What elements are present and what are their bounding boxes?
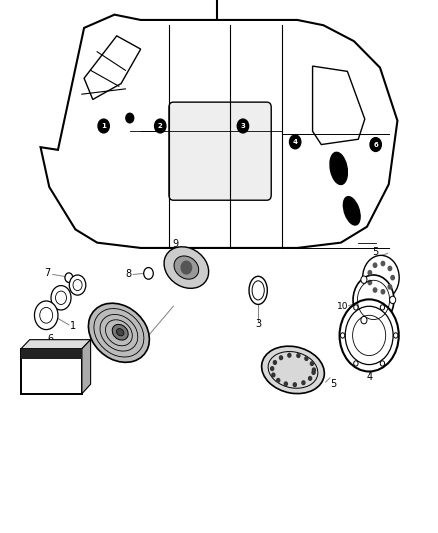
Circle shape	[237, 119, 249, 133]
Circle shape	[309, 376, 311, 380]
Circle shape	[126, 114, 134, 123]
Polygon shape	[82, 340, 91, 394]
Circle shape	[353, 275, 394, 325]
Circle shape	[293, 383, 297, 386]
Ellipse shape	[330, 152, 347, 184]
Circle shape	[181, 261, 191, 274]
Circle shape	[380, 305, 385, 310]
Text: 6: 6	[373, 142, 378, 148]
Circle shape	[368, 280, 371, 285]
Circle shape	[273, 361, 276, 365]
Text: 3: 3	[240, 123, 245, 129]
Text: 10: 10	[337, 302, 348, 311]
Text: 4: 4	[293, 139, 298, 145]
Circle shape	[271, 367, 274, 370]
Circle shape	[272, 373, 275, 377]
Ellipse shape	[164, 247, 208, 288]
Circle shape	[279, 356, 283, 360]
Circle shape	[312, 370, 315, 374]
Circle shape	[305, 357, 308, 360]
Text: 9: 9	[172, 239, 178, 249]
Circle shape	[35, 301, 58, 329]
Circle shape	[381, 289, 385, 294]
Circle shape	[69, 275, 86, 295]
Text: 6: 6	[47, 334, 53, 344]
Circle shape	[381, 261, 385, 265]
Circle shape	[354, 305, 358, 310]
Ellipse shape	[112, 325, 128, 340]
Circle shape	[302, 381, 305, 385]
Circle shape	[368, 271, 371, 275]
Circle shape	[98, 119, 110, 133]
Circle shape	[363, 255, 399, 300]
Circle shape	[388, 285, 392, 289]
Circle shape	[354, 361, 358, 366]
FancyBboxPatch shape	[21, 349, 82, 359]
Circle shape	[339, 300, 399, 372]
Circle shape	[65, 273, 73, 282]
Text: 1: 1	[101, 123, 106, 129]
Circle shape	[144, 268, 153, 279]
Text: 5: 5	[373, 247, 379, 257]
Circle shape	[312, 368, 315, 372]
Polygon shape	[21, 340, 91, 349]
Circle shape	[370, 138, 381, 151]
Circle shape	[155, 119, 166, 133]
Circle shape	[51, 286, 71, 310]
Text: 8: 8	[125, 270, 131, 279]
Circle shape	[390, 296, 396, 304]
Circle shape	[277, 378, 280, 382]
Circle shape	[391, 276, 394, 280]
Circle shape	[288, 353, 291, 357]
FancyBboxPatch shape	[169, 102, 271, 200]
Circle shape	[340, 333, 345, 338]
Ellipse shape	[261, 346, 325, 393]
Text: 5: 5	[330, 379, 336, 389]
Circle shape	[373, 288, 377, 292]
Circle shape	[311, 362, 314, 366]
Ellipse shape	[343, 197, 360, 225]
Circle shape	[284, 382, 287, 386]
Ellipse shape	[174, 256, 199, 279]
Circle shape	[388, 266, 392, 271]
Text: 2: 2	[127, 351, 133, 361]
Text: 4: 4	[366, 373, 372, 382]
Circle shape	[393, 333, 398, 338]
Circle shape	[297, 354, 300, 358]
Polygon shape	[21, 349, 82, 394]
Text: 7: 7	[44, 269, 50, 278]
Ellipse shape	[117, 328, 124, 336]
Text: 2: 2	[158, 123, 162, 129]
Circle shape	[380, 361, 385, 366]
Text: 3: 3	[255, 319, 261, 329]
Circle shape	[361, 276, 367, 284]
Circle shape	[290, 135, 301, 149]
Text: 1: 1	[70, 321, 76, 332]
Circle shape	[361, 317, 367, 324]
Circle shape	[373, 263, 377, 268]
Ellipse shape	[88, 303, 149, 362]
